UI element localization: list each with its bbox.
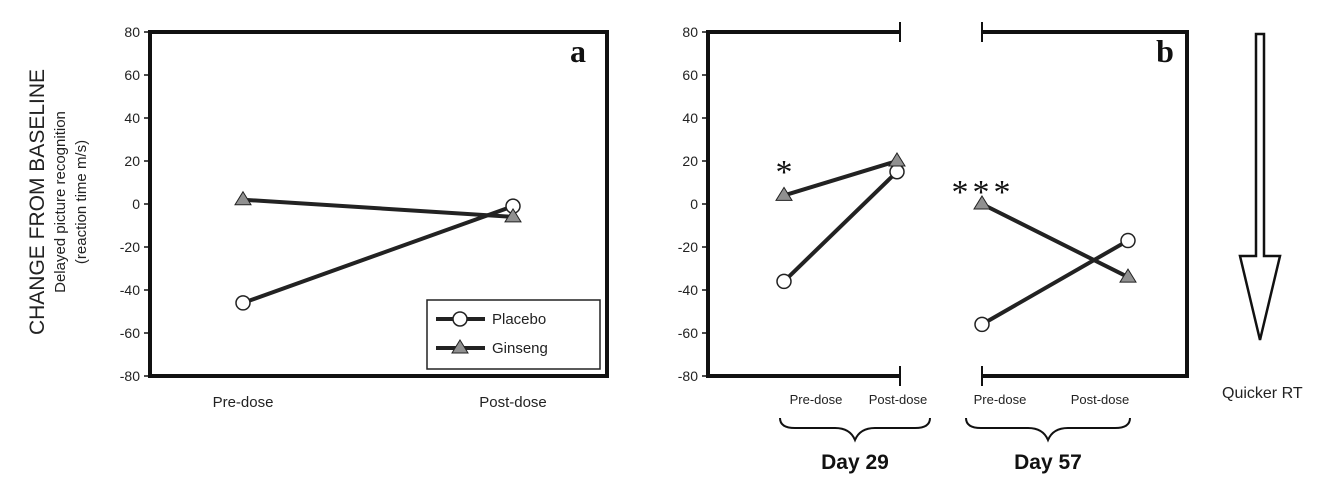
day57-brace: [965, 417, 1131, 443]
panel-b-day29-ginseng-point: [775, 186, 793, 201]
panel-b-day29-placebo-point: [776, 273, 792, 290]
y-axis-title-main: CHANGE FROM BASELINE: [26, 69, 49, 335]
panel-b-day57-ginseng-point: [1119, 268, 1137, 283]
panel-a-cat-label-1: Post-dose: [479, 394, 547, 411]
day57-label: Day 57: [1014, 451, 1082, 474]
panel-a-ginseng-line: [242, 197, 514, 219]
panel-a-y-tick-label: 80: [124, 24, 140, 40]
panel-b-day29-placebo-line: [782, 170, 899, 283]
quicker-rt-label: Quicker RT: [1222, 385, 1303, 402]
panel-b-y-tick-label: -80: [678, 368, 698, 384]
panel-b-day29-cat-0: Pre-dose: [790, 392, 843, 407]
panel-a-placebo-line: [242, 204, 514, 305]
legend-placebo-label: Placebo: [492, 311, 546, 328]
panel-b-day29-ginseng-line: [783, 159, 898, 198]
panel-b-day57-placebo-point: [1120, 232, 1136, 249]
panel-a-cat-label-0: Pre-dose: [213, 394, 274, 411]
panel-a-y-tick-label: -80: [120, 368, 140, 384]
y-axis-title-sub2: (reaction time m/s): [73, 140, 90, 264]
legend-placebo-marker: [452, 311, 468, 327]
panel-b-y-tick-label: 40: [682, 110, 698, 126]
panel-b-series: [775, 152, 1137, 333]
panel-b-y-tick-label: 80: [682, 24, 698, 40]
day29-brace: [779, 417, 931, 443]
panel-a-y-tick-label: -20: [120, 239, 140, 255]
panel-b-y-tick-label: 0: [690, 196, 698, 212]
legend-box: [426, 299, 601, 370]
panel-a-y-ticks: 80 60 40 20 0 -20 -40 -60 -80: [120, 24, 150, 384]
panel-a-y-tick-label: 60: [124, 67, 140, 83]
legend: Placebo Ginseng: [426, 299, 601, 370]
panel-b-day57-placebo-line: [981, 238, 1129, 327]
panel-a-series: [234, 190, 522, 311]
panel-a-y-tick-label: 0: [132, 196, 140, 212]
panel-a-ginseng-point: [234, 190, 252, 206]
quicker-rt-arrow: Quicker RT: [1222, 32, 1303, 402]
y-axis-title-sub1: Delayed picture recognition: [52, 111, 69, 293]
panel-a-y-tick-label: 20: [124, 153, 140, 169]
panel-b-day57-ginseng-point: [973, 195, 991, 210]
legend-ginseng-marker: [451, 339, 469, 354]
panel-b-day29-ginseng-point: [888, 152, 906, 167]
panel-b-day57-cat-0: Pre-dose: [974, 392, 1027, 407]
panel-b-y-tick-label: 60: [682, 67, 698, 83]
panel-b-day57-placebo-point: [974, 316, 990, 333]
panel-a-y-tick-label: 40: [124, 110, 140, 126]
legend-ginseng-label: Ginseng: [492, 340, 548, 357]
panel-b-y-tick-label: -40: [678, 282, 698, 298]
panel-a-placebo-point: [235, 295, 251, 311]
panel-b-day29-cat-1: Post-dose: [869, 392, 928, 407]
panel-a-y-tick-label: -60: [120, 325, 140, 341]
down-arrow-icon: [1238, 32, 1282, 341]
panel-b: 80 60 40 20 0 -20 -40 -60 -80 b Pre-dose Post-do…: [678, 22, 1189, 474]
day29-label: Day 29: [821, 451, 889, 474]
panel-a-letter: a: [570, 33, 586, 69]
panel-a-ginseng-point: [504, 207, 522, 223]
panel-a: 80 60 40 20 0 -20 -40 -60 -80 a Pre-dose Post-do…: [120, 24, 609, 411]
panel-b-y-tick-label: -20: [678, 239, 698, 255]
panel-b-y-ticks: 80 60 40 20 0 -20 -40 -60 -80: [678, 24, 708, 384]
panel-b-frame-right: [982, 30, 1189, 378]
panel-b-y-tick-label: -60: [678, 325, 698, 341]
panel-b-day29-placebo-point: [889, 164, 905, 180]
panel-b-letter: b: [1156, 33, 1174, 69]
day29-significance: *: [776, 154, 793, 191]
panel-b-day57-cat-1: Post-dose: [1071, 392, 1130, 407]
panel-b-day57-ginseng-line: [981, 202, 1129, 279]
panel-b-y-tick-label: 20: [682, 153, 698, 169]
panel-b-frame-left: [706, 30, 900, 378]
panel-a-y-tick-label: -40: [120, 282, 140, 298]
